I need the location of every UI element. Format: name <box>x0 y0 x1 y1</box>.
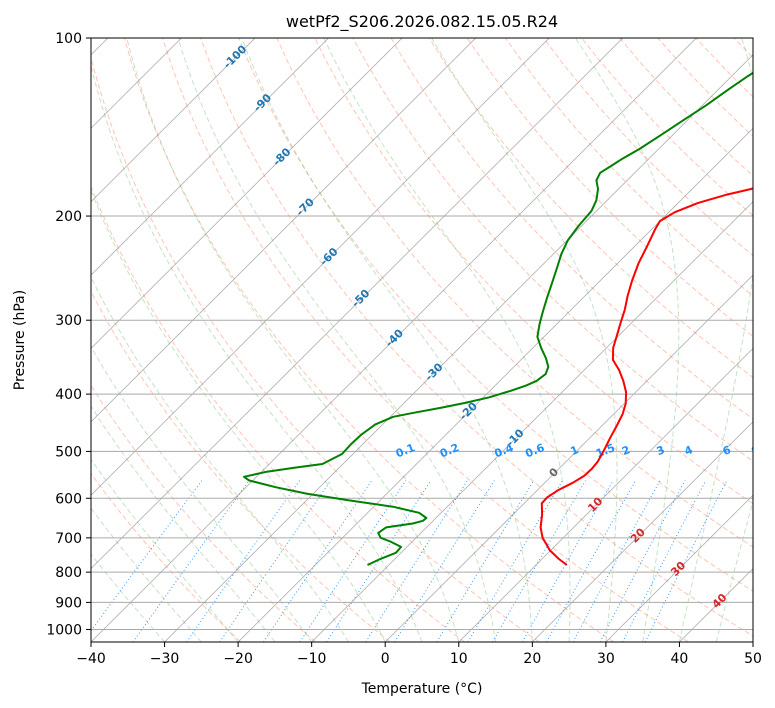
dry-adiabat-line <box>314 38 753 505</box>
mixing-ratio-label: 1 <box>569 443 581 458</box>
isotherm-line <box>531 421 753 642</box>
x-tick-label: −40 <box>76 651 106 667</box>
mixing-ratio-line <box>91 480 203 632</box>
dry-adiabat-line <box>91 290 391 642</box>
x-tick-label: 30 <box>597 651 615 667</box>
dry-adiabat-line <box>123 38 614 642</box>
y-tick-label: 900 <box>55 595 82 611</box>
isotherm-line <box>237 127 753 642</box>
mixing-ratio-label: 8 <box>750 443 762 458</box>
y-tick-label: 500 <box>55 444 82 460</box>
isotherm-line <box>91 38 256 203</box>
moist-adiabat-line <box>431 38 618 642</box>
isotherm-line <box>91 38 550 496</box>
x-tick-label: −20 <box>223 651 253 667</box>
y-tick-label: 200 <box>55 209 82 225</box>
isotherm-line <box>91 38 330 276</box>
moist-adiabat-line <box>91 63 423 642</box>
x-tick-label: 0 <box>381 651 390 667</box>
dry-adiabat-line <box>238 38 753 592</box>
x-axis-title: Temperature (°C) <box>361 681 483 697</box>
mixing-ratio-label: 2 <box>620 443 632 458</box>
x-axis: −40 −30 −20 −10 0 10 20 30 40 50 <box>76 642 762 667</box>
mixing-ratio-line <box>186 480 301 642</box>
y-tick-label: 700 <box>55 531 82 547</box>
x-tick-label: 40 <box>671 651 689 667</box>
isotherm-line <box>605 494 753 642</box>
mixing-ratio-line <box>299 480 407 642</box>
dry-adiabat-line <box>91 185 465 642</box>
mixing-ratio-line <box>572 480 661 642</box>
x-tick-label: −30 <box>150 651 180 667</box>
dewpoint-profile-line <box>243 71 753 566</box>
isotherm-line <box>458 347 753 642</box>
moist-adiabat-line <box>241 38 533 642</box>
dry-adiabat-line <box>504 38 753 297</box>
mixing-ratio-line <box>522 480 614 642</box>
y-tick-label: 1000 <box>46 622 82 638</box>
dry-adiabat-line <box>162 38 689 642</box>
mixing-ratio-line <box>263 480 373 642</box>
y-axis-title: Pressure (hPa) <box>12 290 28 390</box>
dry-adiabat-line <box>390 38 753 420</box>
y-tick-label: 300 <box>55 313 82 329</box>
mixing-ratio-line <box>326 480 432 642</box>
isotherm-line <box>91 38 183 129</box>
y-tick-label: 400 <box>55 387 82 403</box>
y-tick-label: 800 <box>55 565 82 581</box>
x-tick-label: 20 <box>523 651 541 667</box>
profile-lines <box>243 71 753 566</box>
y-tick-label: 100 <box>55 31 82 47</box>
dry-adiabat-line <box>428 38 753 379</box>
moist-adiabat-line <box>126 38 460 642</box>
isotherm-line <box>91 38 477 423</box>
plot-frame <box>90 37 754 643</box>
isotherm-line <box>311 201 753 642</box>
moist-adiabat-line <box>91 405 276 642</box>
chart-title: wetPf2_S206.2026.082.15.05.R24 <box>286 12 558 32</box>
mixing-ratio-label: 3 <box>655 443 667 458</box>
isotherm-line <box>384 274 753 642</box>
isotherm-line <box>91 38 624 570</box>
dry-adiabat-line <box>200 38 753 637</box>
moist-adiabat-line <box>177 38 497 642</box>
moist-adiabat-line <box>91 276 349 642</box>
mixing-ratio-line <box>546 480 636 642</box>
y-tick-label: 600 <box>55 491 82 507</box>
dry-adiabat-line <box>91 55 540 642</box>
dry-adiabat-line <box>91 472 242 642</box>
dry-adiabat-line <box>276 38 753 548</box>
isotherm-line <box>163 54 753 642</box>
background-lines <box>91 38 753 642</box>
moist-adiabat-line <box>678 38 753 642</box>
isotherm-line <box>91 38 403 349</box>
isotherm-line <box>91 38 697 642</box>
x-tick-label: 50 <box>744 651 762 667</box>
temperature-profile-line <box>539 187 753 566</box>
mixing-ratio-line <box>219 480 332 642</box>
moist-adiabat-line <box>715 499 753 642</box>
y-axis: 100 200 300 400 500 600 700 800 900 1000 <box>46 31 91 638</box>
x-tick-label: −10 <box>297 651 327 667</box>
moist-adiabat-line <box>574 38 680 642</box>
x-tick-label: 10 <box>450 651 468 667</box>
dry-adiabat-line <box>91 384 316 642</box>
moist-adiabat-line <box>91 458 239 642</box>
